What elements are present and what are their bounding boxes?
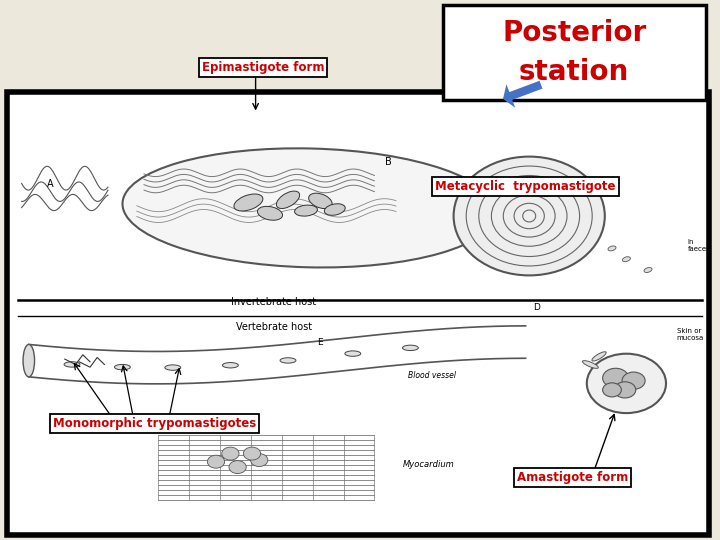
Circle shape: [207, 455, 225, 468]
Circle shape: [587, 354, 666, 413]
Text: In
faeces: In faeces: [688, 239, 711, 252]
Text: E: E: [318, 339, 323, 347]
Text: Invertebrate host: Invertebrate host: [231, 298, 316, 307]
Circle shape: [222, 447, 239, 460]
Text: Blood vessel: Blood vessel: [408, 371, 456, 380]
Text: Amastigote form: Amastigote form: [517, 471, 628, 484]
Ellipse shape: [114, 364, 130, 370]
Text: Posterior
station: Posterior station: [502, 19, 647, 86]
Circle shape: [603, 383, 621, 397]
Ellipse shape: [276, 191, 300, 208]
Ellipse shape: [258, 206, 282, 220]
Ellipse shape: [222, 362, 238, 368]
Text: D: D: [533, 303, 540, 312]
Ellipse shape: [622, 256, 631, 262]
Ellipse shape: [122, 148, 497, 267]
Circle shape: [229, 461, 246, 474]
Ellipse shape: [23, 345, 35, 377]
Circle shape: [603, 368, 629, 388]
Circle shape: [251, 454, 268, 467]
Ellipse shape: [402, 345, 418, 350]
Text: Skin or
mucosa: Skin or mucosa: [677, 328, 704, 341]
Ellipse shape: [644, 267, 652, 273]
Ellipse shape: [345, 351, 361, 356]
Ellipse shape: [454, 157, 605, 275]
Ellipse shape: [324, 204, 346, 215]
Ellipse shape: [165, 365, 181, 370]
Ellipse shape: [64, 362, 80, 367]
Ellipse shape: [608, 246, 616, 251]
FancyBboxPatch shape: [443, 5, 706, 100]
Text: Metacyclic  trypomastigote: Metacyclic trypomastigote: [436, 180, 616, 193]
Ellipse shape: [309, 193, 332, 208]
Text: B: B: [385, 157, 392, 167]
Circle shape: [622, 372, 645, 389]
Ellipse shape: [234, 194, 263, 211]
Circle shape: [614, 382, 636, 398]
Ellipse shape: [582, 361, 598, 368]
Text: Myocardium: Myocardium: [403, 460, 455, 469]
Text: Vertebrate host: Vertebrate host: [235, 322, 312, 332]
Text: F: F: [235, 414, 240, 423]
Ellipse shape: [280, 357, 296, 363]
Ellipse shape: [294, 205, 318, 216]
Text: Monomorphic trypomastigotes: Monomorphic trypomastigotes: [53, 417, 256, 430]
Ellipse shape: [592, 352, 606, 361]
Text: Epimastigote form: Epimastigote form: [202, 61, 324, 74]
Circle shape: [243, 447, 261, 460]
Text: A: A: [47, 179, 54, 188]
FancyBboxPatch shape: [7, 92, 709, 535]
